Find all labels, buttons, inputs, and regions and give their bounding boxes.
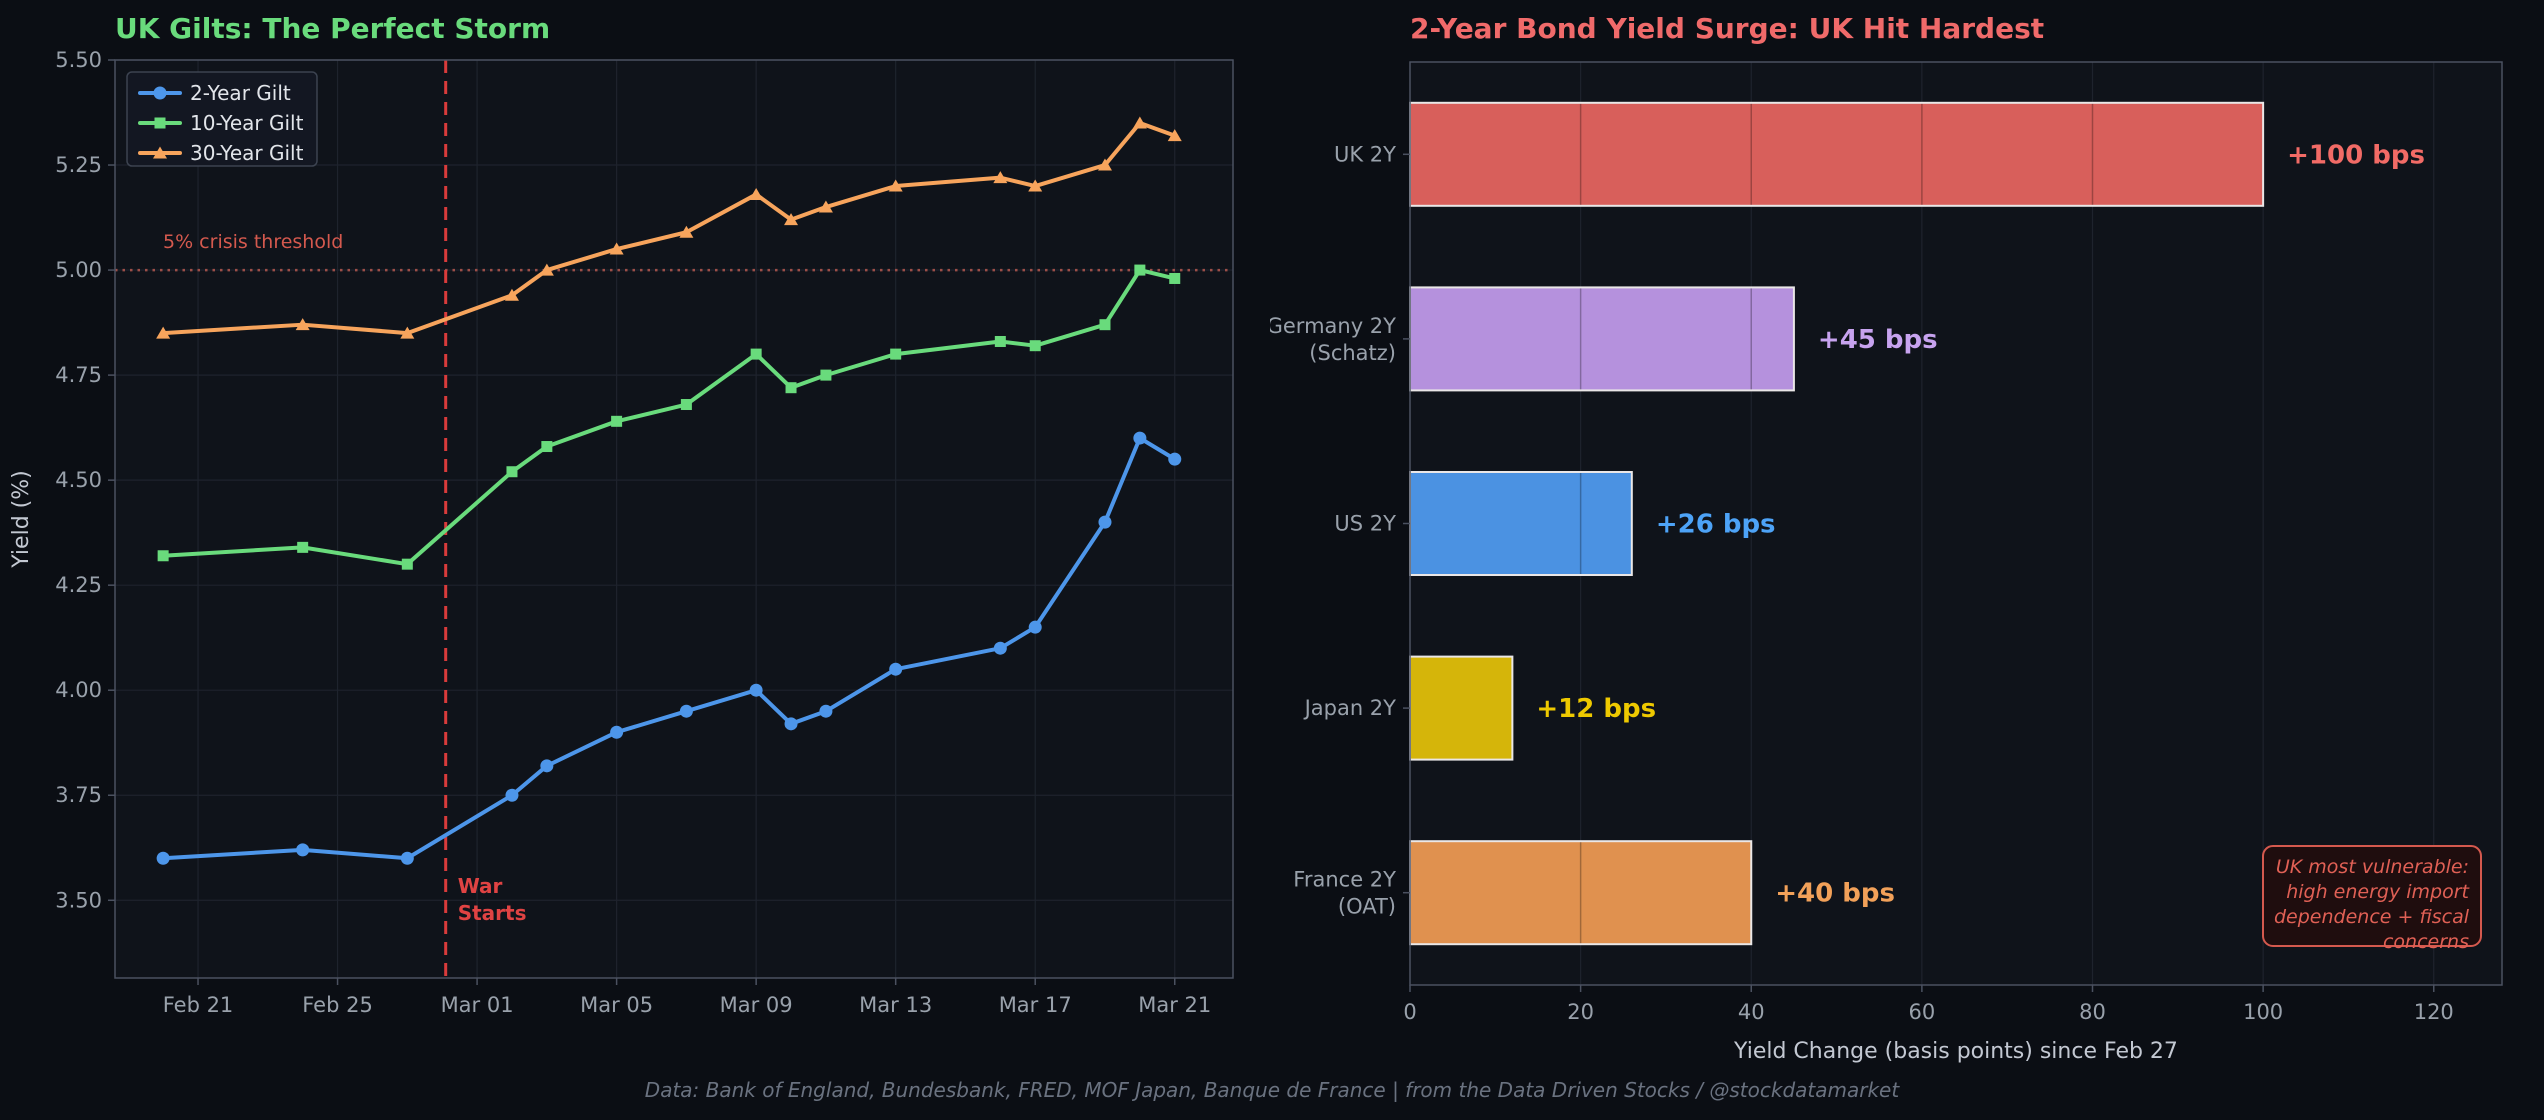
svg-text:4.75: 4.75 (55, 363, 102, 387)
svg-text:40: 40 (1738, 1000, 1765, 1024)
svg-text:4.50: 4.50 (55, 468, 102, 492)
series-2-year-gilt (156, 431, 1182, 865)
axes-frame (1409, 61, 2503, 986)
svg-text:20: 20 (1567, 1000, 1594, 1024)
category-label: (OAT) (1338, 895, 1396, 919)
svg-text:5.00: 5.00 (55, 258, 102, 282)
svg-text:Mar 05: Mar 05 (580, 993, 653, 1017)
category-label: US 2Y (1334, 512, 1396, 536)
bar-uk-2y: +100 bps UK 2Y (1334, 101, 2425, 207)
gilts-line-chart: 5% crisis threshold War Starts 3.50 3.75 4.00… (9, 48, 1234, 1017)
svg-text:Mar 17: Mar 17 (999, 993, 1072, 1017)
svg-text:Mar 09: Mar 09 (720, 993, 793, 1017)
category-label: (Schatz) (1309, 341, 1396, 365)
category-label: France 2Y (1293, 868, 1396, 892)
bar-value-label: +100 bps (2287, 140, 2425, 170)
svg-text:concerns: concerns (2383, 931, 2469, 953)
svg-text:120: 120 (2414, 1000, 2454, 1024)
svg-text:10-Year Gilt: 10-Year Gilt (190, 111, 304, 135)
svg-text:30-Year Gilt: 30-Year Gilt (190, 141, 304, 165)
category-label: UK 2Y (1334, 142, 1396, 166)
annotation-uk-vulnerable: UK most vulnerable: high energy import dep… (2262, 845, 2482, 953)
svg-text:War: War (458, 874, 503, 898)
left-chart-title: UK Gilts: The Perfect Storm (115, 12, 551, 45)
axis-tick-labels: 3.50 3.75 4.00 4.25 4.50 4.75 5.00 5.25 5.50 Feb … (55, 48, 1211, 1017)
svg-text:high energy import: high energy import (2286, 881, 2470, 903)
svg-text:UK most vulnerable:: UK most vulnerable: (2276, 856, 2469, 878)
war-starts-label: War Starts (458, 874, 527, 925)
svg-text:Mar 13: Mar 13 (859, 993, 932, 1017)
svg-text:Feb 25: Feb 25 (302, 993, 373, 1017)
x-axis-label: Yield Change (basis points) since Feb 27 (1733, 1039, 2178, 1064)
bar-us-2y: +26 bps US 2Y (1334, 471, 1776, 576)
svg-text:80: 80 (2079, 1000, 2106, 1024)
bar-value-label: +40 bps (1775, 879, 1895, 909)
svg-text:0: 0 (1403, 1000, 1416, 1024)
category-label: Germany 2Y (1270, 314, 1396, 338)
svg-text:Starts: Starts (458, 901, 527, 925)
svg-text:Feb 21: Feb 21 (163, 993, 234, 1017)
x-axis-tick-labels: 0 20 40 60 80 100 120 (1403, 1000, 2453, 1024)
axes-frame (114, 59, 1234, 979)
grid-lines (115, 59, 1233, 978)
svg-text:2-Year Gilt: 2-Year Gilt (190, 81, 291, 105)
bar-value-label: +26 bps (1656, 510, 1776, 540)
axis-ticks (108, 59, 1176, 985)
x-axis-ticks (1409, 985, 2435, 992)
data-source-footer: Data: Bank of England, Bundesbank, FRED,… (644, 1078, 1900, 1102)
category-label: Japan 2Y (1303, 696, 1397, 720)
legend: 2-Year Gilt 10-Year Gilt 30-Year Gilt (126, 71, 318, 167)
svg-text:Mar 21: Mar 21 (1138, 993, 1211, 1017)
svg-text:5.25: 5.25 (55, 153, 102, 177)
svg-text:100: 100 (2243, 1000, 2283, 1024)
crisis-threshold-label: 5% crisis threshold (163, 231, 343, 253)
series-30-year-gilt (156, 116, 1182, 339)
svg-text:3.50: 3.50 (55, 888, 102, 912)
bar-france-2y: +40 bps France 2Y (OAT) (1293, 840, 1895, 946)
svg-text:dependence + fiscal: dependence + fiscal (2274, 906, 2470, 928)
bar-japan-2y: +12 bps Japan 2Y (1303, 655, 1656, 761)
series-10-year-gilt (157, 264, 1181, 570)
svg-text:4.00: 4.00 (55, 678, 102, 702)
bond-surge-bar-chart: +100 bps UK 2Y +45 bps Germany 2Y (Schatz) +2… (1270, 61, 2503, 1064)
svg-text:5.50: 5.50 (55, 48, 102, 72)
right-chart-title: 2-Year Bond Yield Surge: UK Hit Hardest (1410, 12, 2045, 45)
plot-area (115, 60, 1233, 978)
y-axis-label: Yield (%) (9, 470, 34, 568)
bar-germany-2y: +45 bps Germany 2Y (Schatz) (1270, 286, 1938, 392)
bar-value-label: +12 bps (1536, 694, 1656, 724)
svg-text:Mar 01: Mar 01 (441, 993, 514, 1017)
svg-text:3.75: 3.75 (55, 783, 102, 807)
svg-text:4.25: 4.25 (55, 573, 102, 597)
bar-value-label: +45 bps (1818, 325, 1938, 355)
svg-text:60: 60 (1909, 1000, 1936, 1024)
